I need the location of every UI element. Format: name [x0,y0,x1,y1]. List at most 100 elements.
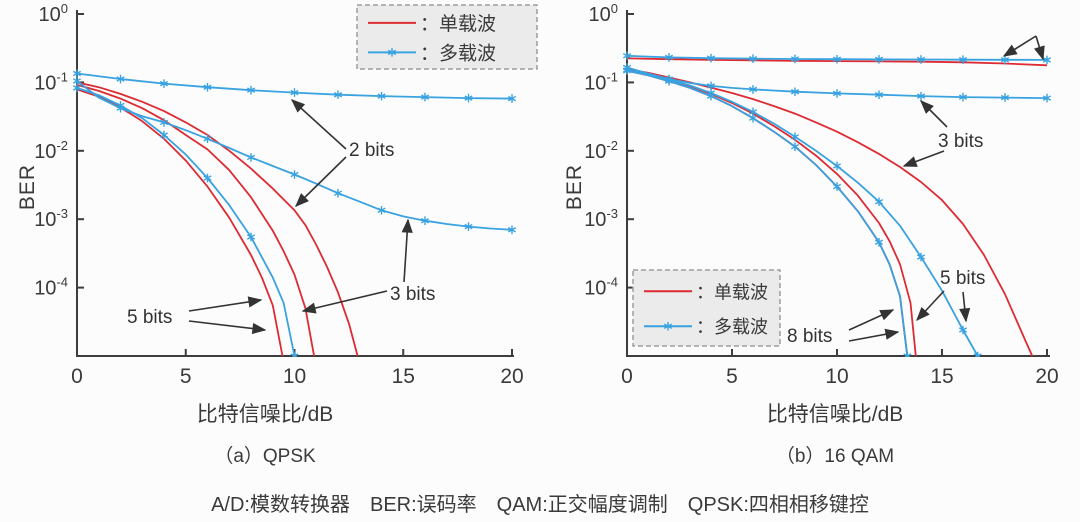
chart-panel-a: 0 5 10 15 20 100 10-1 10-2 10-3 10-4 ：单载波 ：多载波 2 bit… [34,1,538,388]
annotation-3-bits: 3 bits [938,131,983,152]
asterisk-marker-icon [874,237,884,247]
annotation-arrow [1033,35,1045,61]
asterisk-marker-icon [72,83,82,93]
annotation-8-bits: 8 bits [787,326,832,347]
y-tick-label: 10-4 [34,275,68,300]
y-axis-label-b: BER [563,163,586,211]
asterisk-marker-icon [159,130,169,140]
x-axis-label-b: 比特信噪比/dB [766,403,904,426]
asterisk-marker-icon [832,182,842,191]
x-tick-label: 5 [726,365,738,388]
series-multi-5bits [626,69,979,357]
asterisk-marker-icon [832,54,842,64]
y-axis-label-a: BER [16,163,39,211]
asterisk-marker-icon [790,132,800,142]
x-tick-label: 15 [392,365,415,388]
annotation-3-bits: 3 bits [390,284,435,305]
asterisk-marker-icon [706,53,716,63]
asterisk-marker-icon [333,188,343,198]
asterisk-marker-icon [464,93,473,103]
x-tick-label: 10 [283,365,306,388]
y-tick-label: 10-4 [584,275,618,300]
legend-label-multi-carrier: ：多载波 [696,317,768,337]
asterisk-marker-icon [1042,93,1052,103]
asterisk-marker-icon [973,351,982,357]
y-tick-label: 100 [39,1,68,26]
asterisk-marker-icon [748,54,758,64]
asterisk-marker-icon [377,91,386,101]
legend-label-multi-carrier: ：多载波 [420,42,496,64]
asterisk-marker-icon [790,87,800,97]
annotation-arrow [959,291,971,323]
asterisk-marker-icon [246,85,256,95]
annotation-arrow [290,99,347,150]
asterisk-marker-icon [874,55,884,64]
x-tick-label: 20 [500,365,523,388]
annotation-arrow [295,156,347,207]
asterisk-marker-icon [72,69,82,78]
asterisk-marker-icon [916,55,926,64]
x-tick-label: 15 [930,365,953,388]
subplot-caption-a: （a）QPSK [214,446,316,467]
y-tick-label: 10-1 [584,69,618,94]
asterisk-marker-icon [790,142,800,151]
asterisk-marker-icon [790,54,800,64]
asterisk-marker-icon [664,53,674,62]
annotation-arrow [401,218,413,283]
asterisk-marker-icon [916,252,926,262]
series-single-3bits [76,84,315,357]
legend-label-single-carrier: ：单载波 [696,282,768,302]
asterisk-marker-icon [958,55,968,64]
asterisk-marker-icon [958,325,968,335]
asterisk-marker-icon [203,134,212,144]
asterisk-marker-icon [420,92,430,102]
y-tick-label: 100 [589,1,618,26]
asterisk-marker-icon [664,76,674,86]
asterisk-marker-icon [420,216,430,226]
legend-box [632,269,781,347]
asterisk-marker-icon [622,51,632,61]
asterisk-marker-icon [832,89,842,98]
series-multi-8bits [626,69,909,357]
subplot-caption-b: （b）16 QAM [775,446,895,467]
asterisk-marker-icon [290,88,299,97]
asterisk-marker-icon [116,101,125,110]
annotation-5-bits: 5 bits [127,307,172,328]
asterisk-marker-icon [958,92,968,102]
asterisk-marker-icon [159,118,169,127]
asterisk-marker-icon [377,205,386,215]
asterisk-marker-icon [159,79,169,88]
x-axis-label-a: 比特信噪比/dB [196,403,334,426]
chart-panel-b: 0 5 10 15 20 100 10-1 10-2 10-3 10-4 ：单载波 ：多载波 3 bit… [584,1,1058,388]
x-tick-label: 5 [180,365,192,388]
annotation-arrow [188,296,263,312]
annotation-5-bits: 5 bits [940,268,985,289]
annotation-arrow [301,290,388,314]
asterisk-marker-icon [290,351,299,357]
y-tick-label: 10-3 [584,206,618,231]
asterisk-marker-icon [1000,93,1010,102]
y-tick-label: 10-3 [34,206,68,231]
annotation-arrow [848,309,895,331]
asterisk-marker-icon [116,74,125,84]
asterisk-marker-icon [464,222,473,231]
asterisk-marker-icon [333,90,343,100]
series-multi-5bits [76,87,296,357]
series-group [72,69,517,357]
legend-label-single-carrier: ：单载波 [420,13,496,35]
legend-asterisk-icon [387,48,397,57]
asterisk-marker-icon [290,170,299,179]
asterisk-marker-icon [622,66,632,76]
asterisk-marker-icon [203,82,212,92]
asterisk-marker-icon [874,197,884,207]
y-tick-label: 10-2 [34,138,68,163]
asterisk-marker-icon [748,85,758,94]
asterisk-marker-icon [748,113,758,123]
legend-asterisk-icon [663,321,673,331]
annotation-arrow [920,100,948,128]
x-tick-label: 0 [71,365,83,388]
y-tick-label: 10-2 [584,138,618,163]
asterisk-marker-icon [916,91,926,101]
asterisk-marker-icon [903,351,912,357]
